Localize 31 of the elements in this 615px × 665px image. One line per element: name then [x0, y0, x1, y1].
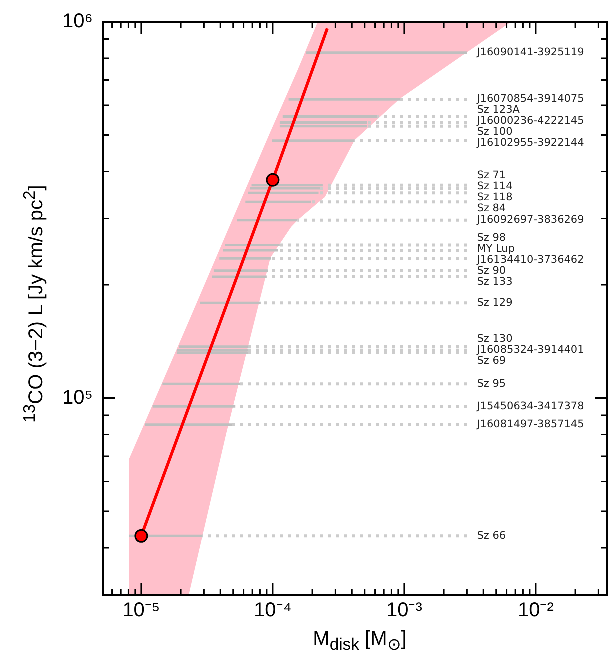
series-label: MY Lup — [477, 243, 516, 256]
series-label: J16134410-3736462 — [476, 254, 584, 266]
series-label: Sz 123A — [477, 104, 521, 116]
series-label: J16092697-3836269 — [476, 214, 584, 226]
y-tick-label: 10⁶ — [62, 10, 93, 33]
series-label: Sz 90 — [477, 265, 506, 278]
series-label: Sz 69 — [477, 354, 506, 367]
series-label: Sz 118 — [477, 192, 513, 204]
x-tick-label: 10⁻³ — [386, 600, 423, 622]
series-label: J16070854-3914075 — [476, 92, 584, 105]
series-label: J16081497-3857145 — [476, 418, 584, 431]
series-label: Sz 66 — [477, 530, 506, 542]
x-tick-label: 10⁻⁵ — [122, 600, 160, 622]
y-tick-label: 10⁵ — [62, 386, 93, 409]
x-tick-label: 10⁻⁴ — [254, 600, 292, 622]
series-label: Sz 98 — [477, 232, 506, 244]
series-label: J16000236-4222145 — [476, 114, 584, 127]
series-label: J15450634-3417378 — [476, 400, 584, 412]
series-label: J16102955-3922144 — [476, 136, 585, 149]
series-label: Sz 71 — [477, 170, 506, 182]
x-tick-label: 10⁻² — [518, 600, 554, 622]
series-label: J16085324-3914401 — [476, 344, 584, 356]
series-label: Sz 130 — [477, 332, 513, 345]
series-label: Sz 114 — [477, 180, 514, 193]
series-label: Sz 84 — [477, 202, 506, 215]
series-label: Sz 129 — [477, 296, 513, 309]
x-axis-title: M$_{disk}$ [M$_{⊙}$] — [312, 628, 408, 655]
series-label: Sz 95 — [477, 378, 506, 390]
series-label: Sz 100 — [477, 126, 513, 138]
series-label: J16090141-3925119 — [476, 46, 584, 59]
series-label: Sz 133 — [477, 276, 513, 288]
